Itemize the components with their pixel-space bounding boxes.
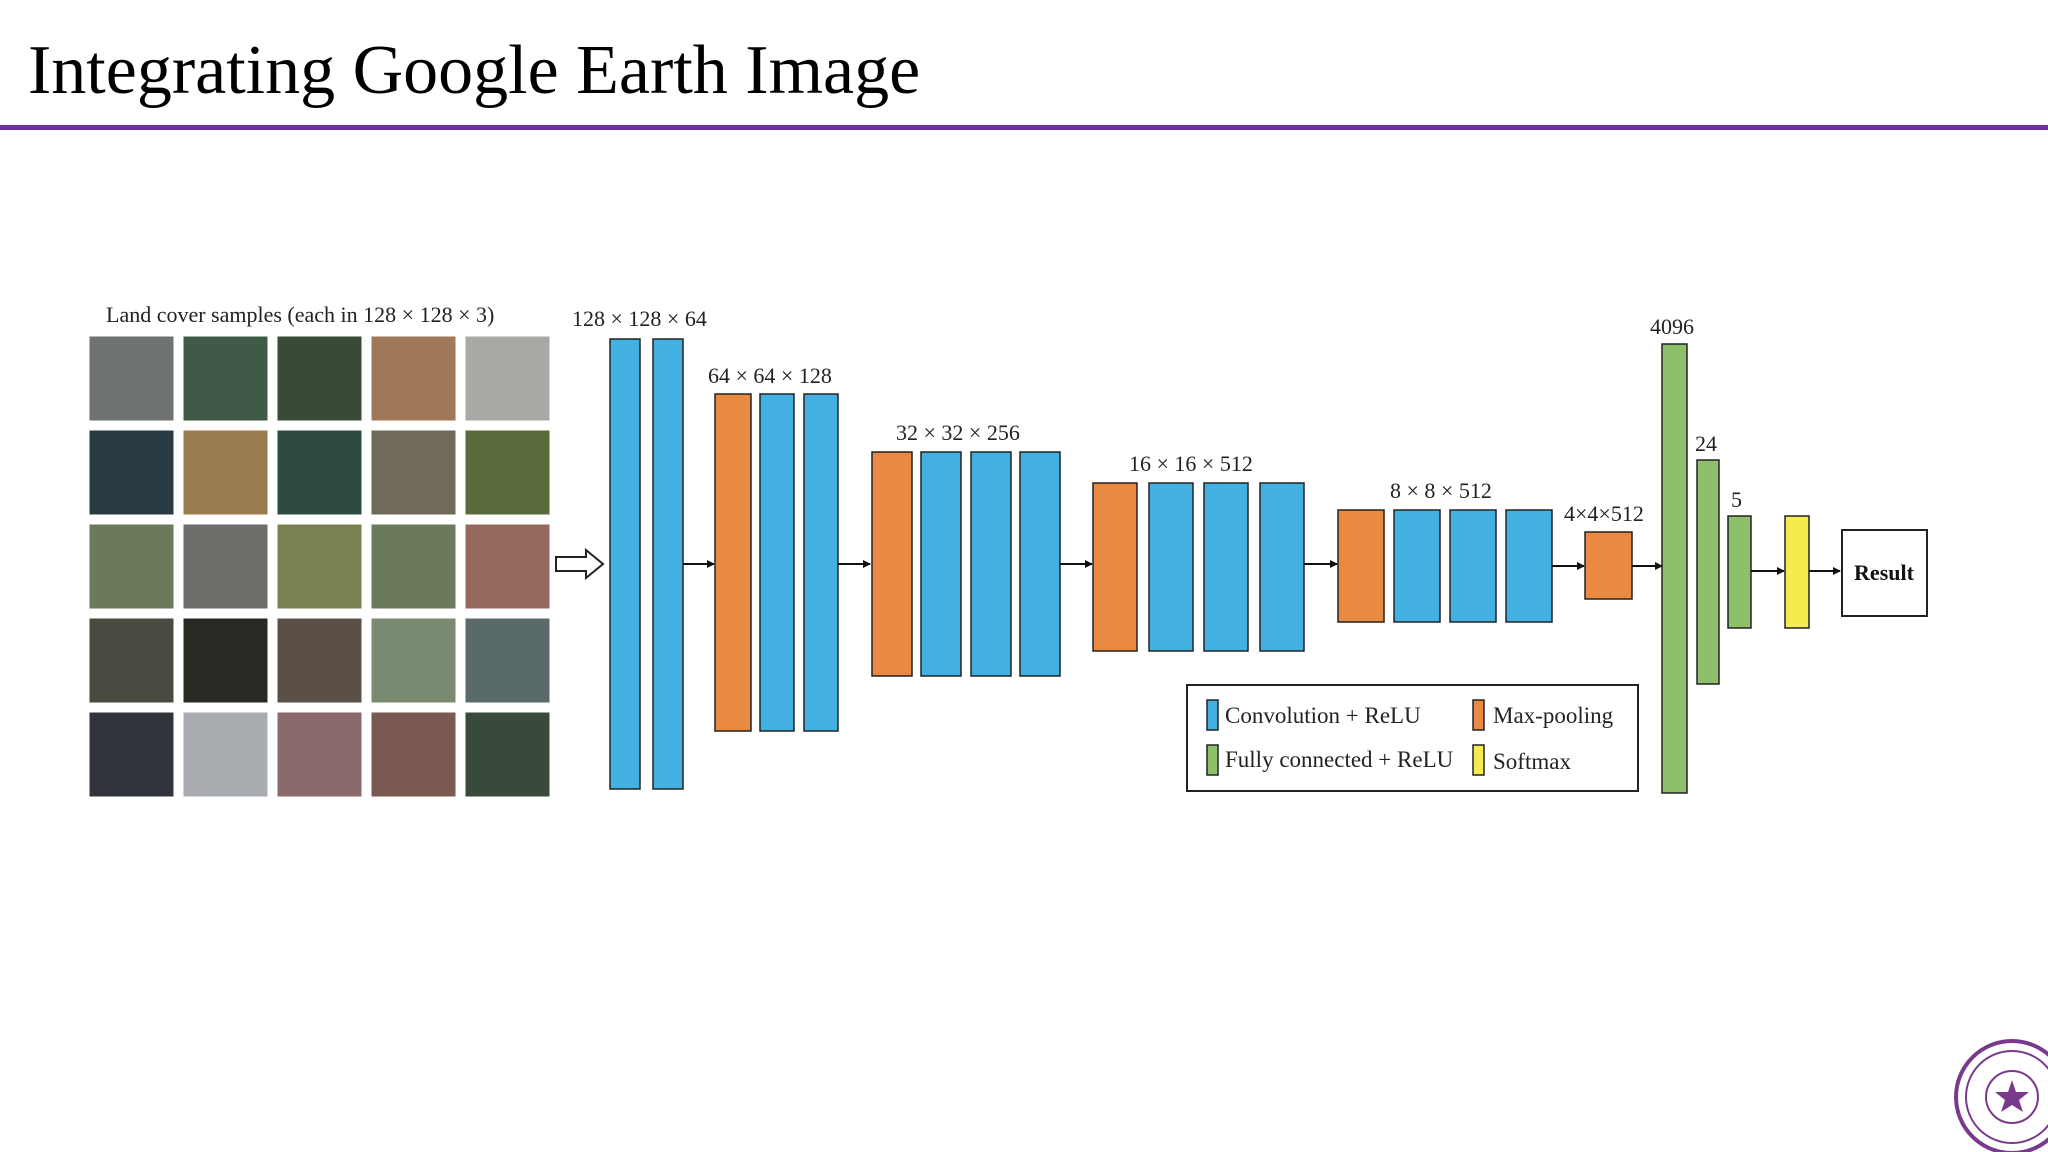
result-box	[1841, 529, 1928, 617]
conv-layer	[1505, 509, 1553, 623]
land-cover-sample-tile	[276, 711, 363, 798]
max-pool-layer	[1337, 509, 1385, 623]
fully-connected-layer	[1661, 343, 1688, 794]
conv-layer	[1393, 509, 1441, 623]
slide-title: Integrating Google Earth Image	[28, 32, 921, 109]
land-cover-sample-tile	[464, 335, 551, 422]
legend-swatch-conv	[1206, 699, 1219, 731]
land-cover-sample-tile	[276, 429, 363, 516]
land-cover-sample-tile	[182, 523, 269, 610]
land-cover-sample-tile	[276, 523, 363, 610]
land-cover-sample-tile	[182, 429, 269, 516]
land-cover-sample-tile	[88, 711, 175, 798]
land-cover-sample-tile	[370, 617, 457, 704]
result-label: Result	[1854, 560, 1915, 585]
max-pool-layer	[1092, 482, 1138, 652]
land-cover-sample-grid	[88, 335, 551, 798]
legend-label-pool: Max-pooling	[1493, 703, 1614, 728]
land-cover-sample-tile	[370, 429, 457, 516]
legend-label-conv: Convolution + ReLU	[1225, 703, 1421, 728]
land-cover-sample-tile	[182, 617, 269, 704]
input-arrow	[555, 547, 605, 581]
layer-label-32: 32 × 32 × 256	[896, 420, 1020, 445]
land-cover-sample-tile	[276, 335, 363, 422]
land-cover-sample-tile	[182, 711, 269, 798]
conv-layer	[920, 451, 962, 677]
max-pool-layer	[714, 393, 752, 732]
samples-caption: Land cover samples (each in 128 × 128 × …	[106, 302, 494, 327]
layer-label-64: 64 × 64 × 128	[708, 363, 832, 388]
land-cover-sample-tile	[88, 335, 175, 422]
conv-layer	[1449, 509, 1497, 623]
university-seal-logo	[1954, 1039, 2048, 1152]
fc-label-24: 24	[1695, 431, 1717, 456]
land-cover-sample-tile	[464, 429, 551, 516]
legend-swatch-fc	[1206, 744, 1219, 776]
max-pool-layer	[871, 451, 913, 677]
conv-layer	[1148, 482, 1194, 652]
conv-layer	[803, 393, 839, 732]
conv-layer	[609, 338, 641, 790]
title-underline	[0, 125, 2048, 130]
land-cover-sample-tile	[88, 429, 175, 516]
conv-layer	[1019, 451, 1061, 677]
land-cover-sample-tile	[464, 711, 551, 798]
land-cover-sample-tile	[370, 711, 457, 798]
conv-layer	[759, 393, 795, 732]
legend: Convolution + ReLU Max-pooling Fully con…	[1186, 684, 1639, 792]
layer-label-4: 4×4×512	[1564, 501, 1644, 526]
land-cover-sample-tile	[276, 617, 363, 704]
layer-label-128: 128 × 128 × 64	[572, 306, 707, 331]
land-cover-sample-tile	[370, 523, 457, 610]
conv-layer	[970, 451, 1012, 677]
legend-label-softmax: Softmax	[1493, 749, 1571, 774]
fully-connected-layer	[1696, 459, 1720, 685]
fc-label-5: 5	[1731, 487, 1742, 512]
max-pool-layer	[1584, 531, 1633, 600]
fc-label-4096: 4096	[1650, 314, 1694, 339]
land-cover-sample-tile	[88, 617, 175, 704]
conv-layer	[652, 338, 684, 790]
land-cover-sample-tile	[370, 335, 457, 422]
legend-label-fc: Fully connected + ReLU	[1225, 747, 1454, 772]
layer-label-8: 8 × 8 × 512	[1390, 478, 1492, 503]
land-cover-sample-tile	[182, 335, 269, 422]
softmax-layer	[1784, 515, 1810, 629]
land-cover-sample-tile	[464, 617, 551, 704]
land-cover-sample-tile	[464, 523, 551, 610]
legend-box	[1186, 684, 1639, 792]
legend-swatch-pool	[1472, 699, 1485, 731]
conv-layer	[1203, 482, 1249, 652]
land-cover-sample-tile	[88, 523, 175, 610]
fully-connected-layer	[1727, 515, 1752, 629]
legend-swatch-softmax	[1472, 744, 1485, 776]
conv-layer	[1259, 482, 1305, 652]
layer-label-16: 16 × 16 × 512	[1129, 451, 1253, 476]
